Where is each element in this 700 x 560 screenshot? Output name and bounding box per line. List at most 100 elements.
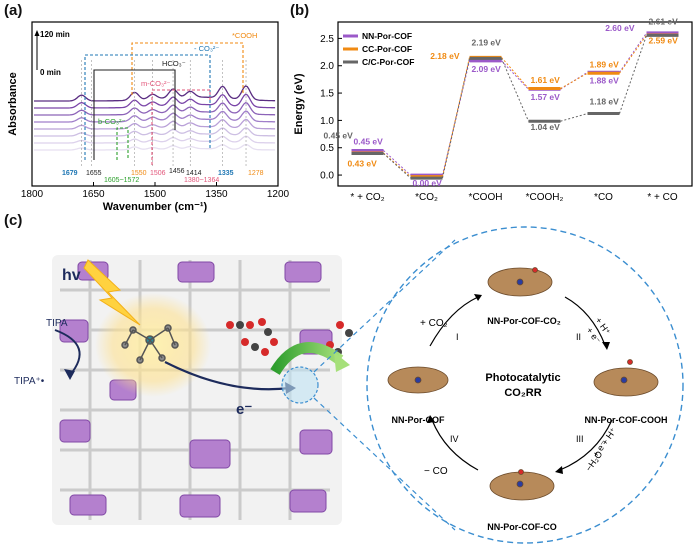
step-label-plus-co2: + CO₂ [420,318,448,329]
energy-label-2-0: 0.45 eV [324,130,354,140]
energy-label-1-4: 1.89 eV [590,60,620,70]
ftir-spectrum-1 [34,93,276,109]
panel-label-a: (a) [4,2,23,19]
energy-xtick-1: *CO₂ [415,192,438,203]
energy-label-2-3: 1.04 eV [531,122,561,132]
ftir-spectrum-5 [34,127,276,137]
state-molecule-co [489,469,555,501]
ftir-peak-1679: 1679 [62,170,78,177]
energy-xtick-5: * + CO [647,192,678,203]
ftir-peak-1605: 1605~1572 [104,177,139,184]
energy-label-1-0: 0.43 eV [348,159,378,169]
ftir-peak-1456: 1456 [169,168,185,175]
ftir-ylabel: Absorbance [7,72,19,136]
ftir-spectrum-0 [34,85,276,102]
energy-ytick-5: 2.5 [320,34,334,45]
ftir-label-cooh: *COOH [232,31,257,40]
ftir-spectrum-4 [34,118,276,130]
step-IV: IV [450,434,459,444]
energy-ytick-0: 0.0 [320,171,334,182]
energy-xtick-4: *CO [594,192,613,203]
ftir-spectrum-6 [34,135,276,144]
energy-legend: NN-Por-COF CC-Por-COF C/C-Por-COF [343,31,414,67]
energy-label-0-4: 1.88 eV [590,75,620,85]
electron-arrow [164,361,291,391]
energy-connector-2-1 [442,58,470,179]
ftir-spectrum-3 [34,110,276,123]
state-label-co2: NN-Por-COF-CO₂ [487,316,561,326]
ftir-label-co3: - CO₃²⁻ [194,44,219,53]
lightning-icon [83,259,141,326]
energy-label-2-2: 2.19 eV [472,37,502,47]
energy-ylabel: Energy (eV) [293,73,305,134]
state-molecule-cooh [593,359,659,397]
state-molecule-bare [387,366,449,394]
hv-label: hv [62,267,81,284]
arrow-step-III [559,419,613,471]
ftir-peak-1550: 1550 [131,170,147,177]
energy-label-0-3: 1.57 eV [531,92,561,102]
energy-label-1-2: 2.18 eV [430,51,460,61]
ftir-time-bottom: 0 min [40,68,61,77]
ftir-peak-1506: 1506 [150,170,166,177]
energy-label-2-4: 1.18 eV [590,97,620,107]
energy-label-0-2: 2.09 eV [472,64,502,74]
ftir-xlabel: Wavenumber (cm⁻¹) [103,201,208,213]
ftir-spectrum-2 [34,101,276,116]
step-label-h2o: −H₂O [583,449,604,473]
arrow-step-IV [431,419,479,471]
energy-connector-2-2 [501,58,529,122]
energy-ytick-4: 2.0 [320,61,334,72]
energy-y-ticks: 0.0 0.5 1.0 1.5 2.0 2.5 [320,34,342,182]
energy-label-1-3: 1.61 eV [531,75,561,85]
energy-connector-1-2 [501,57,529,89]
ftir-spectra-group [34,85,276,151]
energy-x-labels: * + CO₂ *CO₂ *COOH *COOH₂ *CO * + CO [350,192,677,203]
ftir-xtick-1800: 1800 [21,189,44,200]
step-III: III [576,434,584,444]
panel-label-c: (c) [4,212,23,229]
legend-nn: NN-Por-COF [362,31,412,41]
arrow-step-I [429,296,479,347]
state-label-cooh: NN-Por-COF-COOH [585,415,668,425]
state-label-co: NN-Por-COF-CO [487,522,557,532]
step-label-minus-co: − CO [424,466,448,477]
mechanism-circle [366,226,684,544]
center-label-2: CO₂RR [504,387,541,399]
energy-label-0-0: 0.45 eV [354,136,384,146]
energy-xtick-0: * + CO₂ [350,192,384,203]
energy-ytick-2: 1.0 [320,116,334,127]
energy-ytick-1: 0.5 [320,143,334,154]
energy-label-0-5: 2.60 eV [605,23,635,33]
ftir-label-hco3: HCO₃⁻ [162,59,186,68]
ftir-xtick-1200: 1200 [267,189,290,200]
tipa-label: TIPA [46,318,68,329]
ftir-peak-1278: 1278 [248,170,264,177]
center-label-1: Photocatalytic [485,372,560,384]
ftir-peak-1380: 1380~1364 [184,177,219,184]
legend-cc2: C/C-Por-COF [362,57,414,67]
energy-connector-1-3 [560,72,588,89]
arrow-step-II [564,296,606,346]
ftir-label-bco3: b-CO₃²⁻ [98,117,125,126]
energy-connector-0-2 [501,60,529,90]
legend-cc: CC-Por-COF [362,44,412,54]
ftir-xtick-1650: 1650 [82,189,105,200]
ftir-xtick-1350: 1350 [205,189,228,200]
ftir-peak-1414: 1414 [186,170,202,177]
electron-label: e⁻ [236,401,252,418]
energy-ytick-3: 1.5 [320,89,334,100]
tipa-arrow [54,329,81,376]
ftir-time-top: 120 min [40,30,70,39]
green-cycle-arrow [270,342,344,375]
ftir-peak-1335: 1335 [218,170,234,177]
energy-label-0-1: 0.00 eV [413,178,443,188]
energy-series-group: 0.45 eV 0.00 eV 2.09 eV 1.57 eV 1.88 eV 2.60 … [324,16,679,188]
tipa-plus-label: TIPA⁺• [14,376,45,387]
step-I: I [456,332,459,342]
energy-label-2-5: 2.61 eV [649,16,679,26]
energy-connector-2-3 [560,113,588,122]
energy-connector-2-4 [619,35,647,114]
